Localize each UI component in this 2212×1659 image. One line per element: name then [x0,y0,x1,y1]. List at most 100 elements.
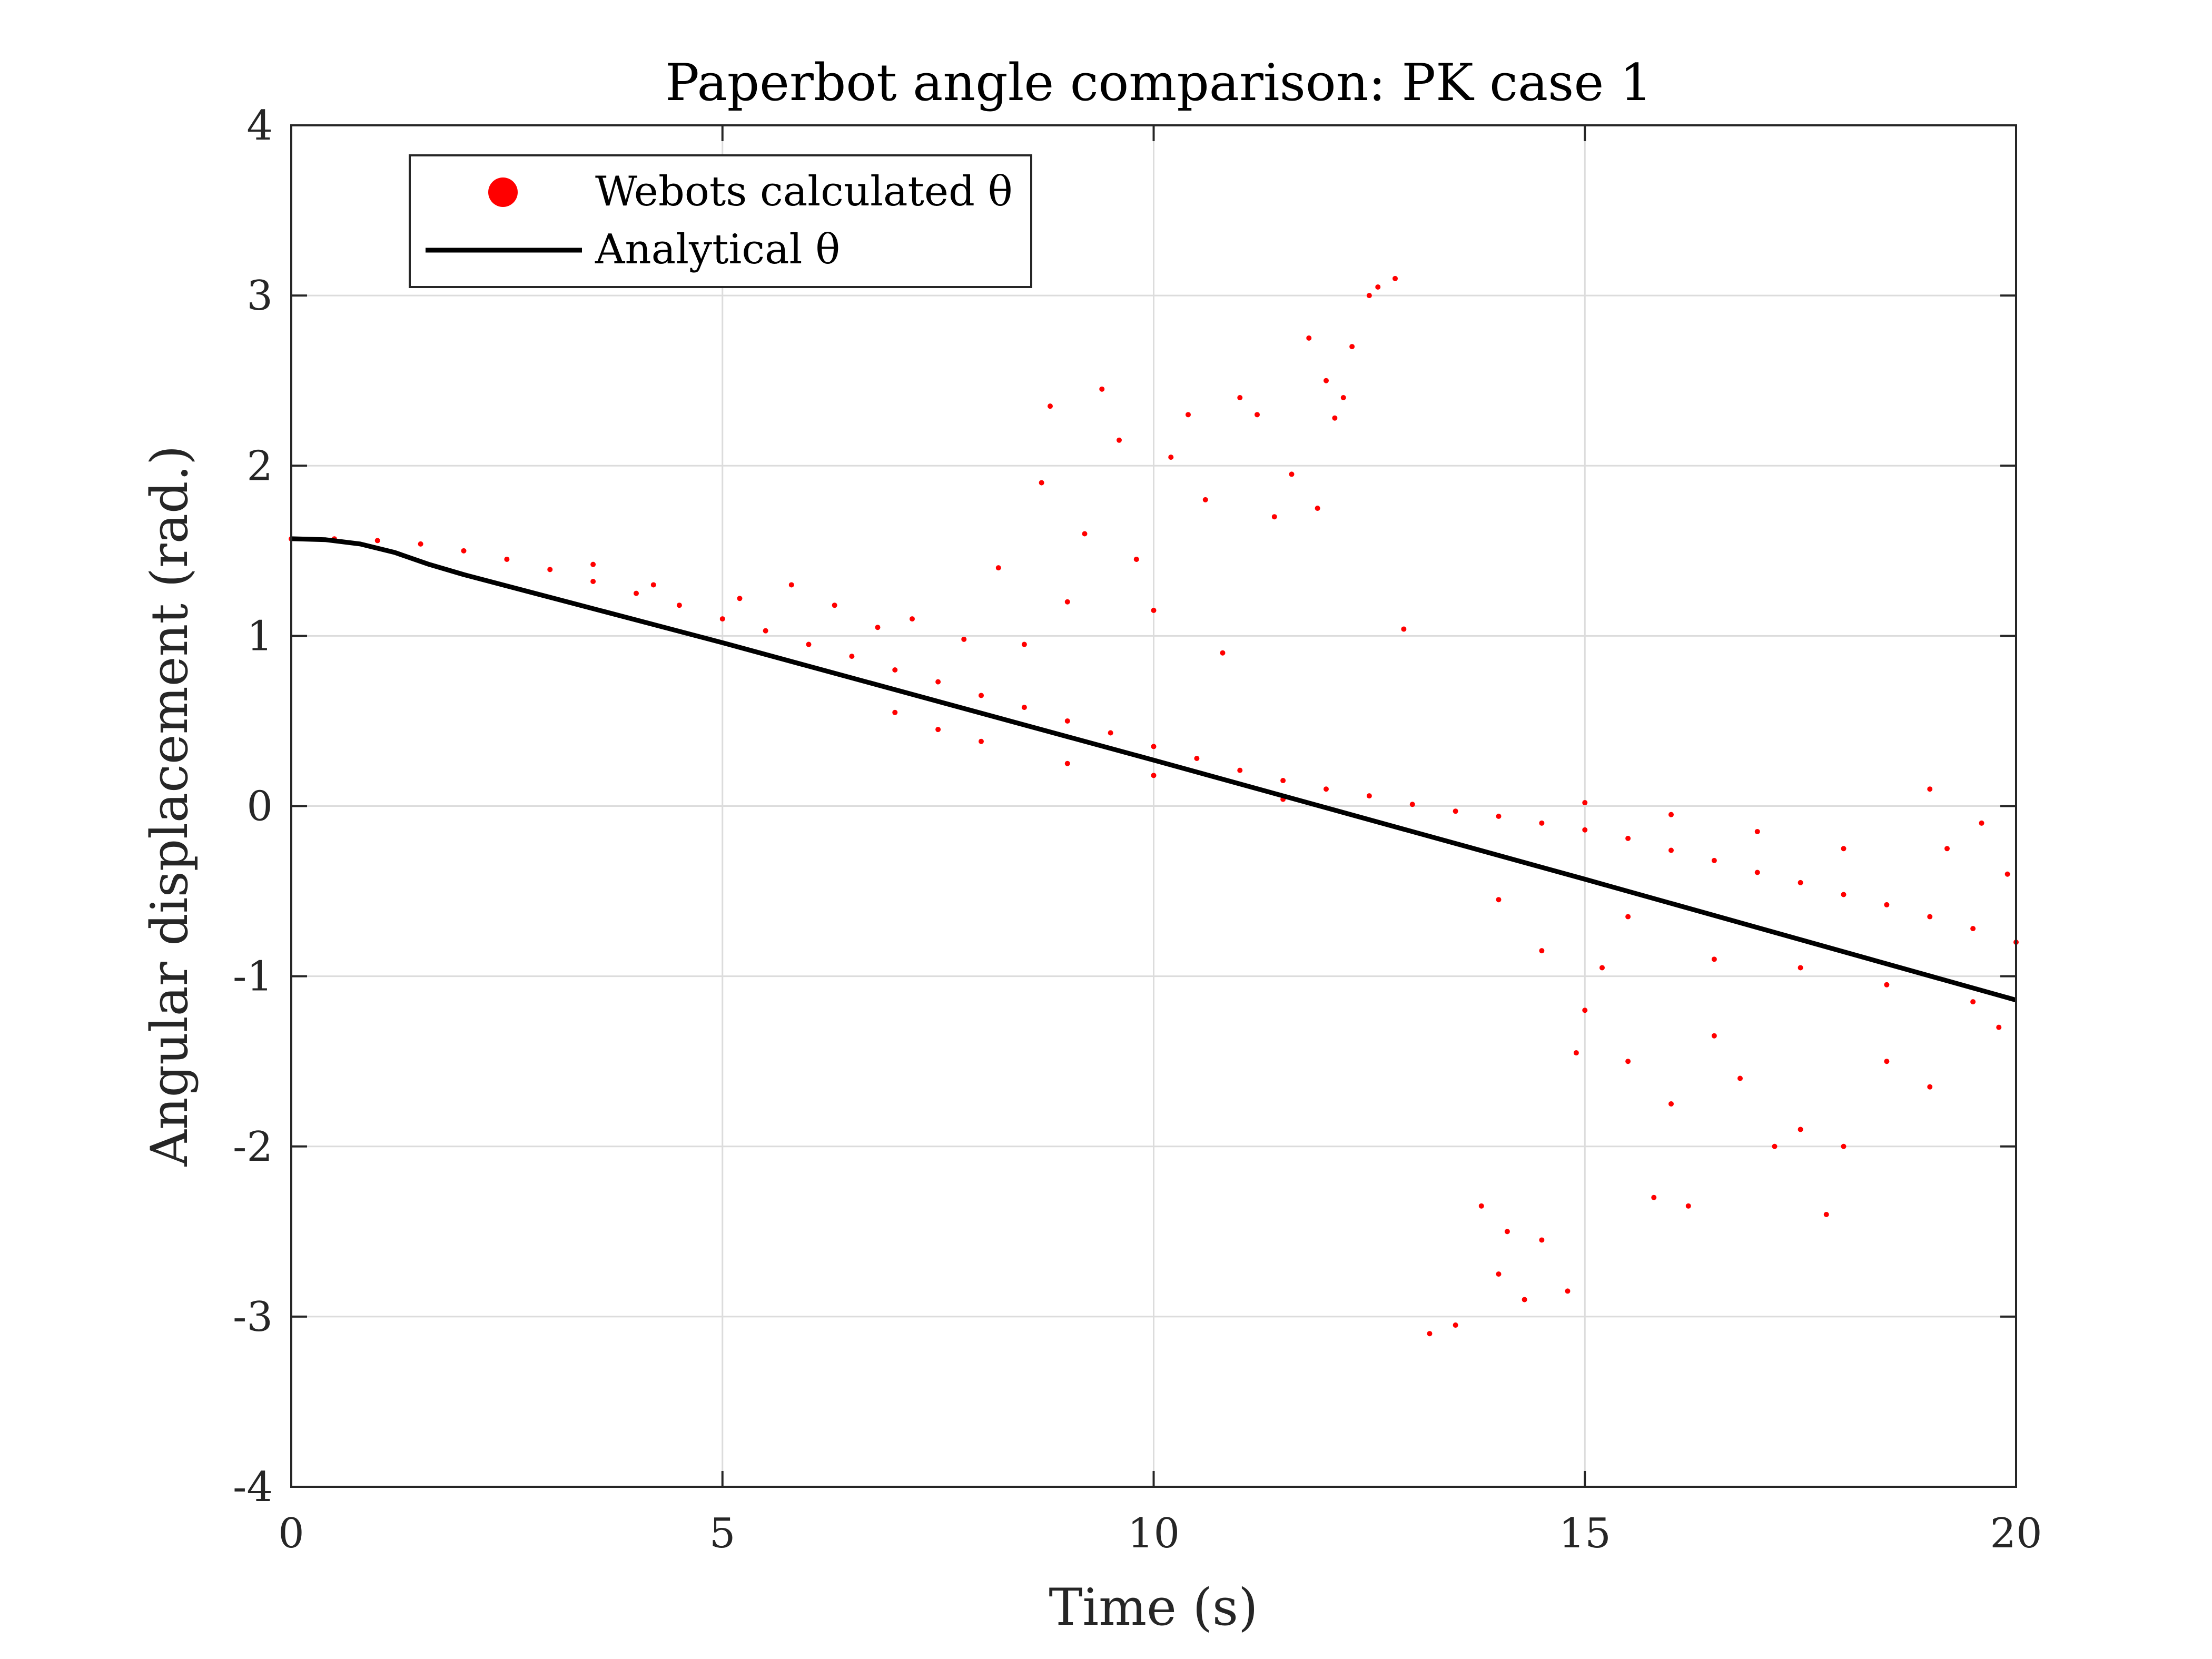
data-point [1625,914,1631,920]
data-point [1496,897,1502,903]
data-point [1117,437,1122,443]
data-point [1108,730,1113,736]
data-point [1668,847,1674,853]
y-axis-label: Angular displacement (rad.) [140,446,199,1167]
data-point [1970,999,1976,1005]
data-point [849,654,855,659]
data-point [1798,965,1803,971]
data-point [1711,1033,1717,1039]
data-point [1168,455,1174,460]
data-point [676,603,682,608]
grid [291,125,2016,1487]
data-point [1349,344,1355,350]
x-tick-label: 15 [1559,1510,1611,1557]
data-point [1220,650,1226,656]
y-tick-label: 2 [246,442,273,490]
data-point [1841,846,1846,852]
data-point [1133,556,1139,562]
data-point [1427,1331,1433,1337]
y-tick-label: -2 [233,1123,273,1171]
data-point [892,667,898,673]
plot-area [289,275,2019,1337]
data-point [979,693,984,698]
data-point [1625,835,1631,841]
data-point [1754,870,1760,875]
data-point [1375,284,1381,290]
data-point [1280,778,1286,784]
data-point [1625,1059,1631,1064]
y-tick-label: -4 [233,1464,273,1511]
data-point [1048,403,1053,409]
data-point [1064,761,1070,766]
data-point [832,603,837,608]
legend-box [409,154,1032,288]
data-point [1884,902,1890,907]
data-point [374,538,380,544]
data-point [1496,1271,1502,1277]
data-point [1884,1059,1890,1064]
data-point [1798,1127,1803,1132]
data-point [1927,786,1933,792]
data-point [935,727,941,733]
y-tick-label: 3 [246,272,273,320]
data-point [1582,800,1588,806]
chart-title: Paperbot angle comparison: PK case 1 [665,53,1652,112]
data-point [1496,813,1502,819]
data-point [1573,1050,1579,1056]
data-point [1798,880,1803,885]
data-point [1453,1322,1458,1328]
data-point [1289,471,1295,477]
data-point [788,582,794,588]
data-point [418,541,423,547]
data-point [1711,956,1717,962]
data-point [1478,1203,1484,1209]
data-point [1453,808,1458,814]
data-point [1668,1101,1674,1107]
data-point [1539,820,1545,826]
data-point [1151,607,1157,613]
data-point [1255,412,1260,418]
data-point [1202,497,1208,502]
data-point [547,567,553,572]
x-tick-label: 0 [278,1510,304,1557]
data-point [1194,756,1200,762]
data-point [1668,812,1674,817]
data-point [650,582,656,588]
data-point [2004,871,2010,877]
data-point [1772,1143,1777,1149]
y-tick-label: 0 [246,783,273,831]
legend-label-webots: Webots calculated θ [595,168,1013,215]
y-tick-label: 1 [246,613,273,660]
data-point [1841,1143,1846,1149]
data-point [461,548,467,554]
data-point [935,679,941,685]
data-point [1582,827,1588,833]
data-point [1884,982,1890,987]
data-point [1970,926,1976,932]
data-point [1340,395,1346,400]
x-tick-label: 20 [1990,1510,2042,1557]
data-point [1944,846,1950,852]
data-point [1237,395,1243,400]
data-point [719,616,725,622]
x-tick-label: 5 [709,1510,736,1557]
y-tick-label: 4 [246,102,273,150]
data-point [1366,293,1372,299]
data-point [737,596,743,601]
x-tick-label: 10 [1128,1510,1180,1557]
data-point [1409,802,1415,807]
data-point [1737,1075,1743,1081]
data-point [1823,1212,1829,1217]
data-point [1522,1297,1527,1302]
data-point [892,709,898,715]
data-point [1151,773,1157,778]
series-analytical-line [291,536,2017,1003]
data-point [1685,1203,1691,1209]
data-point [1186,412,1191,418]
data-point [1315,506,1320,511]
data-point [1237,767,1243,773]
series-webots-points [289,275,2019,1337]
